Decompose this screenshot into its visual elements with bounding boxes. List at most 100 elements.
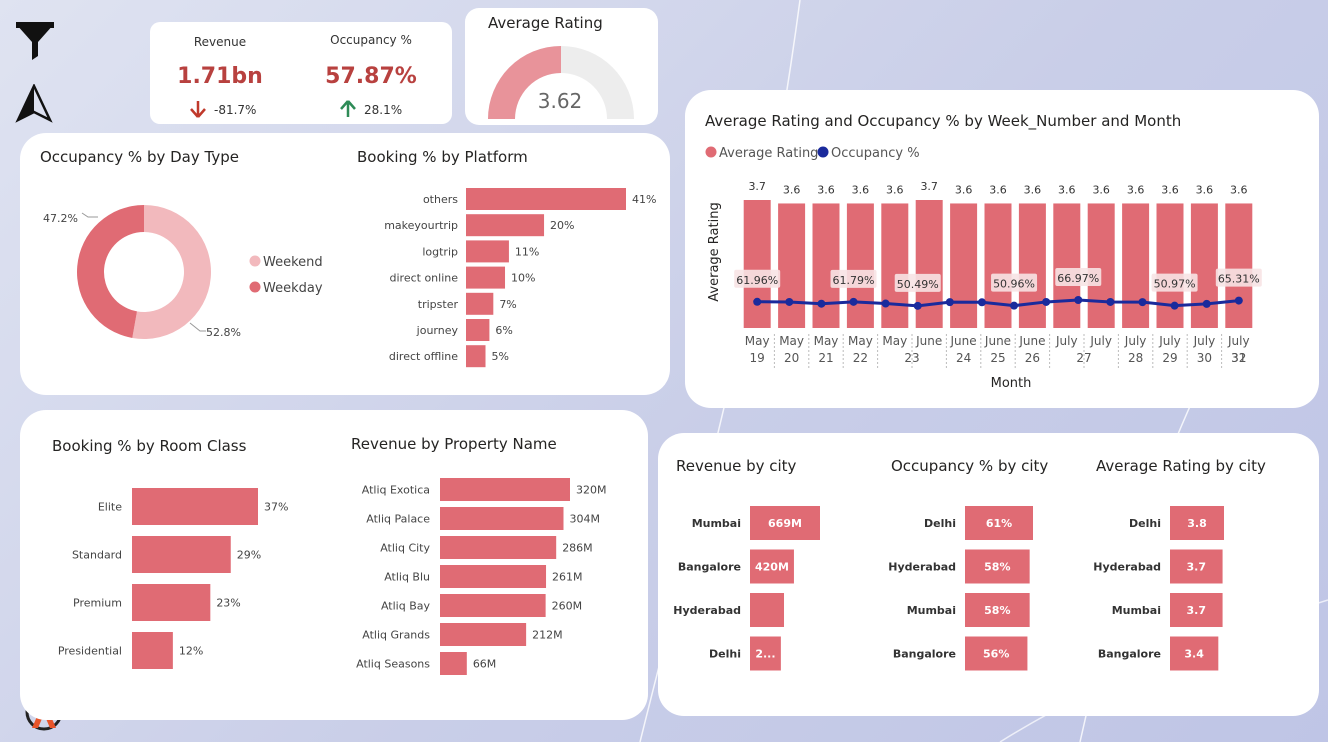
occupancy-label: 50.49% — [897, 278, 939, 291]
data-label: 212M — [532, 629, 563, 642]
city-label: Mumbai — [692, 517, 741, 530]
rating-bar — [1018, 203, 1046, 328]
x-axis-label: Month — [991, 376, 1032, 391]
data-label: 29% — [237, 549, 261, 562]
x-week-label: 29 — [1162, 351, 1177, 365]
bar — [132, 584, 211, 621]
label-weekend: 52.8% — [206, 326, 241, 339]
city-data-label: 58% — [984, 604, 1010, 617]
city-data-label: 3.8 — [1187, 517, 1207, 530]
kpi-card: Revenue 1.71bn -81.7% Occupancy % 57.87%… — [150, 22, 452, 124]
occupancy-point — [849, 297, 858, 306]
week-month-title: Average Rating and Occupancy % by Week_N… — [705, 112, 1182, 130]
rating-bar — [778, 203, 806, 328]
bar — [440, 507, 564, 530]
city-bar — [965, 506, 1033, 540]
category-label: Atliq Palace — [366, 513, 430, 526]
x-month-label: June — [984, 334, 1011, 348]
city-bar — [750, 636, 781, 671]
city-bar — [1170, 549, 1223, 584]
category-label: Atliq Bay — [381, 600, 431, 613]
property-bar-chart: Atliq Exotica 320M Atliq Palace 304M Atliq C… — [356, 478, 607, 675]
occupancy-point — [1106, 297, 1115, 306]
category-label: makeyourtrip — [384, 219, 458, 232]
x-month-label: June — [950, 334, 977, 348]
filter-icon[interactable] — [14, 22, 56, 62]
x-month-label: May — [848, 334, 873, 348]
occupancy-point — [753, 297, 762, 306]
occupancy-label: 66.97% — [1057, 272, 1099, 285]
city-card: Revenue by city Occupancy % by city Aver… — [658, 433, 1319, 716]
city-data-label: 61% — [986, 517, 1012, 530]
bar — [466, 319, 490, 341]
bar — [132, 632, 173, 669]
data-label: 11% — [515, 245, 539, 258]
data-label: 260M — [552, 600, 583, 613]
donut-slice-weekend — [132, 205, 212, 340]
x-week-label: 27 — [1076, 351, 1091, 365]
navigate-arrow-icon[interactable] — [14, 83, 54, 124]
bar — [466, 266, 506, 289]
category-label: direct online — [390, 272, 459, 285]
revenue-delta: -81.7% — [214, 103, 257, 117]
platform-bar-chart: others 41% makeyourtrip 20% logtrip 11% direct… — [384, 188, 656, 368]
data-label: 23% — [216, 597, 240, 610]
rating-label: 3.6 — [817, 183, 835, 196]
data-label: 286M — [562, 542, 593, 555]
city-label: Bangalore — [1098, 648, 1161, 661]
x-week-label: 26 — [1025, 351, 1040, 365]
gauge-card: Average Rating 3.62 — [465, 8, 658, 125]
x-month-label: May — [882, 334, 907, 348]
x-month-label: May — [814, 334, 839, 348]
city-data-label: 56% — [983, 648, 1009, 661]
occupancy-label: 50.96% — [993, 278, 1035, 291]
occupancy-point — [1202, 299, 1211, 308]
gauge-value: 3.62 — [538, 89, 583, 113]
occupancy-delta: 28.1% — [364, 103, 403, 117]
data-label: 20% — [550, 219, 574, 232]
data-label: 5% — [492, 350, 509, 363]
city-label: Delhi — [709, 648, 741, 661]
week-month-card: Average Rating and Occupancy % by Week_N… — [685, 90, 1319, 408]
bar — [440, 565, 547, 588]
data-label: 10% — [511, 272, 535, 285]
occupancy-point — [913, 301, 922, 310]
occ-city-title: Occupancy % by city — [891, 457, 1049, 475]
bar — [466, 188, 626, 210]
city-bar — [1170, 636, 1219, 671]
legend-dot-weekday — [249, 281, 261, 293]
gauge-value-arc — [488, 46, 561, 119]
platform-title: Booking % by Platform — [357, 148, 528, 166]
occupancy-label: 65.31% — [1218, 273, 1260, 286]
x-month-label: June — [1018, 334, 1045, 348]
rating-bar — [1225, 203, 1253, 328]
occupancy-point — [977, 298, 986, 307]
category-label: tripster — [418, 298, 459, 311]
occupancy-point — [817, 299, 826, 308]
occupancy-point — [945, 298, 954, 307]
city-label: Bangalore — [893, 648, 956, 661]
legend-dot-weekend — [249, 255, 261, 267]
city-data-label: 3.7 — [1187, 561, 1207, 574]
city-bar — [965, 593, 1030, 627]
rating-bar — [743, 200, 771, 328]
occupancy-label: 61.96% — [736, 274, 778, 287]
city-label: Delhi — [924, 517, 956, 530]
legend-dot-occupancy — [817, 146, 829, 158]
rating-label: 3.6 — [1230, 183, 1248, 196]
category-label: Atliq Blu — [384, 571, 430, 584]
city-bar-charts: Mumbai 669M Bangalore 420M Hyderabad Delhi 2..… — [673, 506, 1224, 671]
legend-weekday: Weekday — [263, 281, 323, 296]
daytype-donut-chart: 52.8% 47.2% Weekend Weekday — [43, 205, 323, 340]
occupancy-point — [881, 299, 890, 308]
bar — [466, 345, 486, 368]
legend-rating: Average Rating — [719, 146, 818, 161]
city-data-label: 3.7 — [1187, 604, 1207, 617]
arrow-up-icon — [340, 100, 356, 117]
rating-label: 3.6 — [1092, 183, 1110, 196]
bar — [132, 536, 231, 573]
x-week-label: 21 — [818, 351, 833, 365]
city-data-label: 669M — [768, 517, 802, 530]
occupancy-label-bg — [894, 273, 941, 292]
x-month-label: July — [1158, 334, 1181, 348]
